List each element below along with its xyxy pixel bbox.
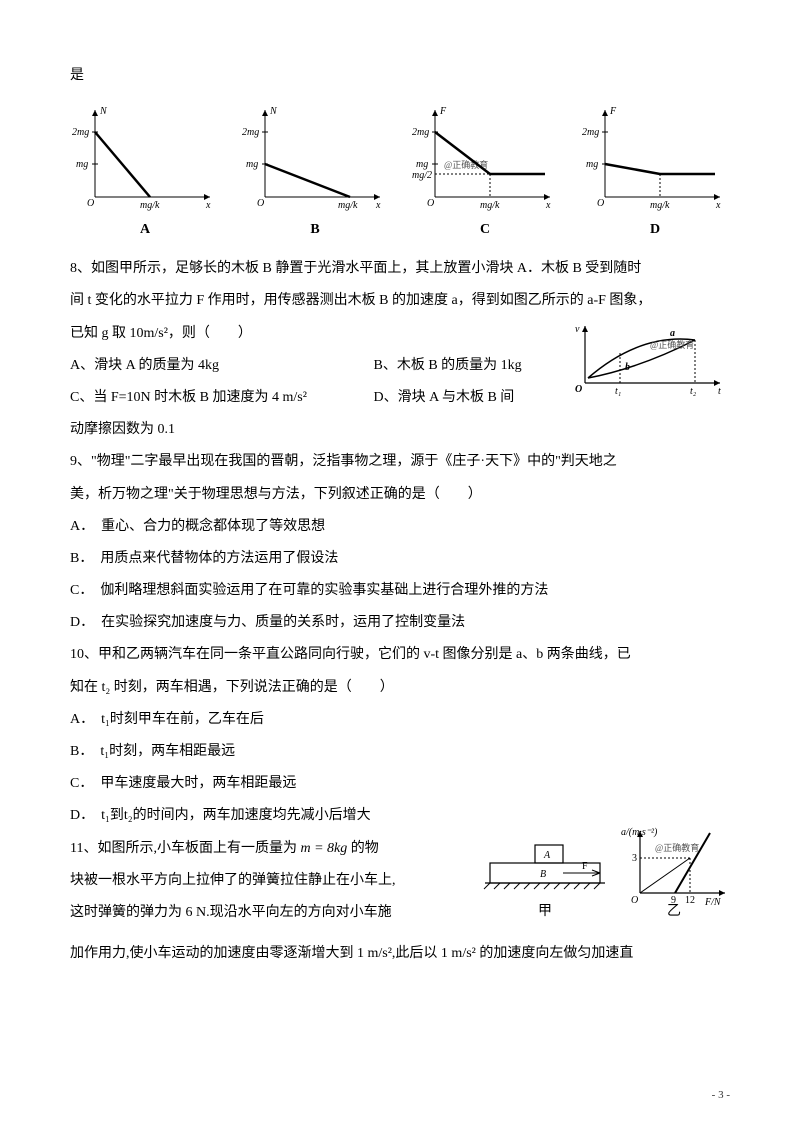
svg-text:F: F <box>609 106 617 117</box>
svg-text:a/(m·s⁻²): a/(m·s⁻²) <box>621 827 658 838</box>
q9-optA: A． 重心、合力的概念都体现了等效思想 <box>70 511 730 543</box>
svg-text:12: 12 <box>685 895 695 906</box>
svg-text:2mg: 2mg <box>412 127 429 138</box>
svg-text:@正确教育: @正确教育 <box>650 339 694 350</box>
q9-optB: B． 用质点来代替物体的方法运用了假设法 <box>70 543 730 575</box>
chart-b: N x O 2mg mg mg/k <box>240 102 390 217</box>
svg-text:O: O <box>427 198 434 209</box>
svg-text:v: v <box>575 324 580 335</box>
label-d: D <box>580 222 730 238</box>
svg-text:O: O <box>597 198 604 209</box>
label-a: A <box>70 222 220 238</box>
q8-stem1: 8、如图甲所示，足够长的木板 B 静置于光滑水平面上，其上放置小滑块 A．木板 … <box>70 253 730 285</box>
svg-text:mg/k: mg/k <box>650 200 670 211</box>
axis-y-label: N <box>99 106 108 117</box>
q8-stem2: 间 t 变化的水平拉力 F 作用时，用传感器测出木板 B 的加速度 a，得到如图… <box>70 285 730 317</box>
label-c: C <box>410 222 560 238</box>
svg-text:B: B <box>540 869 546 880</box>
svg-text:x: x <box>545 200 551 211</box>
svg-text:mg: mg <box>246 159 258 170</box>
svg-text:mg/k: mg/k <box>480 200 500 211</box>
label-b: B <box>240 222 390 238</box>
svg-text:F: F <box>439 106 447 117</box>
q9-optD: D． 在实验探究加速度与力、质量的关系时，运用了控制变量法 <box>70 607 730 639</box>
q7-charts: N x O 2mg mg mg/k N x O 2mg <box>70 102 730 217</box>
svg-text:3: 3 <box>632 853 637 864</box>
svg-text:O: O <box>631 895 638 906</box>
svg-text:@正确教育: @正确教育 <box>655 842 699 853</box>
chart-a: N x O 2mg mg mg/k <box>70 102 220 217</box>
page-footer: - 3 - <box>712 1089 730 1101</box>
svg-text:A: A <box>543 850 551 861</box>
svg-text:F/N: F/N <box>704 897 722 908</box>
q9-optC: C． 伽利略理想斜面实验运用了在可靠的实验事实基础上进行合理外推的方法 <box>70 575 730 607</box>
svg-text:mg: mg <box>416 159 428 170</box>
svg-text:F: F <box>582 861 588 872</box>
svg-text:x: x <box>715 200 721 211</box>
chart-d: F x O 2mg mg mg/k <box>580 102 730 217</box>
svg-text:b: b <box>625 362 630 373</box>
chart-c: F x O 2mg mg @正确教育 mg/2 mg/k <box>410 102 560 217</box>
y-tick-mg: mg <box>76 159 88 170</box>
q10-optC: C． 甲车速度最大时，两车相距最远 <box>70 768 730 800</box>
axis-x-label: x <box>205 200 211 211</box>
q8-figure: v t O a b t₁ t₂ @正确教育 <box>570 318 730 403</box>
svg-text:N: N <box>269 106 278 117</box>
svg-text:t: t <box>718 386 721 397</box>
svg-text:t₁: t₁ <box>615 386 621 397</box>
svg-text:mg/k: mg/k <box>338 200 358 211</box>
q8-cont: 动摩擦因数为 0.1 <box>70 414 730 446</box>
q10-stem2: 知在 t₂ 时刻，两车相遇，下列说法正确的是（ ） <box>70 672 730 704</box>
svg-text:t₂: t₂ <box>690 386 697 397</box>
x-tick: mg/k <box>140 200 160 211</box>
intro-text: 是 <box>70 60 730 92</box>
q11-figure: A B F 甲 <box>480 823 730 938</box>
q10-optA: A． t₁时刻甲车在前，乙车在后 <box>70 704 730 736</box>
svg-text:x: x <box>375 200 381 211</box>
svg-text:mg/2: mg/2 <box>412 170 432 181</box>
svg-text:2mg: 2mg <box>242 127 259 138</box>
svg-text:O: O <box>575 384 582 395</box>
q9-stem2: 美，析万物之理"关于物理思想与方法，下列叙述正确的是（ ） <box>70 479 730 511</box>
q9-stem1: 9、"物理"二字最早出现在我国的晋朝，泛指事物之理，源于《庄子·天下》中的"判天… <box>70 446 730 478</box>
q11-stem4: 加作用力,使小车运动的加速度由零逐渐增大到 1 m/s²,此后以 1 m/s² … <box>70 938 730 970</box>
svg-text:O: O <box>257 198 264 209</box>
svg-text:a: a <box>670 328 675 339</box>
y-tick-2mg: 2mg <box>72 127 89 138</box>
origin-label: O <box>87 198 94 209</box>
svg-text:甲: 甲 <box>538 904 552 919</box>
svg-text:2mg: 2mg <box>582 127 599 138</box>
svg-text:mg: mg <box>586 159 598 170</box>
q10-optB: B． t₁时刻，两车相距最远 <box>70 736 730 768</box>
q7-labels: A B C D <box>70 222 730 238</box>
q10-stem1: 10、甲和乙两辆汽车在同一条平直公路同向行驶，它们的 v-t 图像分别是 a、b… <box>70 639 730 671</box>
svg-text:乙: 乙 <box>667 903 681 919</box>
